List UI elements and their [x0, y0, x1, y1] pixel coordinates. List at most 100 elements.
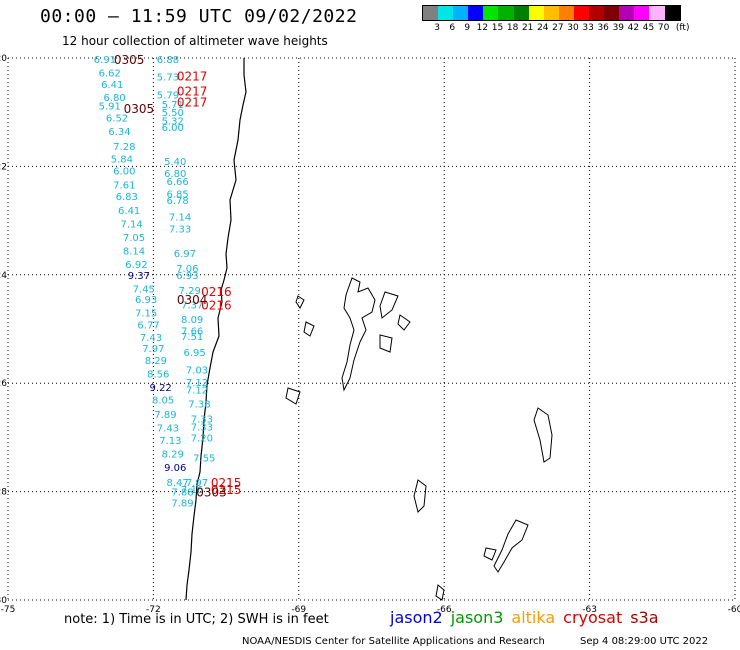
wave-height-label: 8.29 — [162, 450, 184, 461]
lat-tick-label: -20 — [0, 54, 7, 64]
wave-height-label: 6.83 — [116, 192, 138, 203]
legend-swatch — [543, 6, 559, 20]
chart-title: 00:00 – 11:59 UTC 09/02/2022 — [40, 6, 358, 27]
wave-height-label: 6.88 — [157, 55, 179, 66]
legend-tick-label: 12 — [476, 23, 489, 33]
generated-timestamp: Sep 4 08:29:00 UTC 2022 — [580, 636, 709, 647]
wave-height-label: 5.40 — [164, 157, 186, 168]
legend-tick-label: 3 — [434, 23, 440, 33]
wave-height-label: 7.88 — [171, 488, 193, 499]
wave-height-label: 5.71 — [162, 100, 184, 111]
legend-labels: 3 6 9 12 15 18 21 24 27 30 33 36 39 42 45 70 (ft) — [422, 21, 689, 35]
legend-unit: (ft) — [675, 23, 690, 33]
pass-time-label: 0217 — [177, 69, 208, 83]
wave-height-label: 7.05 — [123, 233, 145, 244]
satellite-s3a: s3a — [630, 608, 659, 627]
wave-height-label: 7.14 — [120, 219, 142, 230]
wave-height-label: 8.14 — [123, 246, 145, 257]
island-12 — [435, 584, 445, 601]
wave-height-label: 7.12 — [186, 378, 208, 389]
wave-height-label: 7.38 — [188, 399, 210, 410]
wave-height-label: 7.12 — [186, 386, 208, 397]
legend-tick-label: 39 — [612, 23, 625, 33]
wave-height-label: 6.52 — [106, 114, 128, 125]
legend-tick-label: 27 — [552, 23, 564, 33]
wave-height-label: 7.06 — [176, 264, 198, 275]
satellite-jason3: jason3 — [450, 608, 504, 627]
legend-tick-label: 30 — [567, 23, 579, 33]
wave-height-label: 7.43 — [157, 424, 179, 435]
wave-height-label: 5.79 — [157, 90, 179, 101]
wave-height-label: 7.66 — [181, 327, 203, 338]
wave-height-label: 7.61 — [113, 180, 135, 191]
wave-height-label: 5.91 — [99, 102, 121, 113]
legend-swatch — [649, 6, 665, 20]
legend-tick-label: 18 — [506, 23, 519, 33]
footer-note: note: 1) Time is in UTC; 2) SWH is in fe… — [64, 612, 329, 627]
wave-height-label: 7.20 — [191, 433, 213, 444]
wave-height-label: 6.91 — [94, 55, 116, 66]
wave-height-label: 7.89 — [171, 498, 193, 509]
lat-tick-label: -28 — [0, 488, 7, 498]
legend-tick-label: 15 — [491, 23, 504, 33]
lon-tick-label: -63 — [582, 605, 597, 615]
legend-tick-label: 42 — [627, 23, 640, 33]
wave-height-label: 6.97 — [174, 249, 196, 260]
wave-height-label: 6.93 — [135, 295, 157, 306]
legend-swatch — [619, 6, 635, 20]
wave-height-label: 7.28 — [113, 142, 135, 153]
wave-height-label: 9.06 — [164, 463, 186, 474]
satellite-altika: altika — [511, 608, 556, 627]
wave-height-label: 7.33 — [191, 414, 213, 425]
lon-tick-label: -60 — [728, 605, 740, 615]
legend-tick-label: 36 — [597, 23, 609, 33]
legend-tick-label: 45 — [642, 23, 655, 33]
wave-height-label: 7.43 — [140, 333, 162, 344]
legend-swatches — [422, 5, 681, 21]
wave-height-label: 9.22 — [150, 383, 172, 394]
satellite-jason2: jason2 — [390, 608, 443, 627]
island-8 — [533, 407, 553, 463]
satellite-legend: jason2 jason3 altika cryosat s3a — [390, 608, 667, 627]
lat-tick-label: -22 — [0, 162, 7, 172]
pass-time-label: 0217 — [177, 85, 208, 99]
wave-height-label: 7.97 — [142, 344, 164, 355]
legend-tick-label: 70 — [657, 23, 670, 33]
wave-height-label: 6.80 — [103, 93, 125, 104]
coastline — [185, 58, 553, 601]
pass-time-label: 0303 — [196, 486, 227, 500]
legend-swatch — [438, 6, 454, 20]
wave-height-label: 5.50 — [162, 108, 184, 119]
legend-swatch — [498, 6, 514, 20]
wave-height-label: 7.29 — [179, 286, 201, 297]
wave-height-label: 7.15 — [135, 309, 157, 320]
legend-swatch — [468, 6, 484, 20]
wave-height-label: 7.03 — [186, 366, 208, 377]
pass-time-label: 0215 — [211, 483, 242, 497]
wave-height-label: 5.32 — [162, 116, 184, 127]
legend-tick-label: 9 — [464, 23, 471, 33]
island-7 — [285, 387, 301, 405]
wave-height-observations: 6.91 6.88 6.62 5.73 6.41 6.80 5.79 5.91 5.715.50… — [94, 55, 216, 509]
lon-tick-label: -75 — [1, 605, 16, 615]
legend-swatch — [483, 6, 499, 20]
lat-tick-label: -26 — [0, 379, 7, 389]
wave-height-label: 6.34 — [108, 127, 130, 138]
legend-swatch — [604, 6, 620, 20]
legend-tick-label: 33 — [582, 23, 594, 33]
wave-height-label: 7.89 — [154, 410, 176, 421]
wave-height-label: 6.00 — [162, 123, 184, 134]
island-4 — [379, 334, 393, 353]
pass-time-label: 0215 — [211, 476, 242, 490]
legend-swatch — [513, 6, 529, 20]
wave-height-label: 6.93 — [176, 271, 198, 282]
wave-height-label: 7.33 — [169, 225, 191, 236]
south-america-coastline — [185, 58, 247, 601]
map-grid — [7, 57, 736, 601]
wave-height-label: 7.55 — [193, 453, 215, 464]
wave-height-label: 9.37 — [128, 271, 150, 282]
wave-height-label: 7.16 — [181, 485, 203, 496]
legend-tick-label: 21 — [521, 23, 534, 33]
pass-time-label: 0216 — [201, 285, 232, 299]
wave-height-label: 6.66 — [167, 177, 189, 188]
